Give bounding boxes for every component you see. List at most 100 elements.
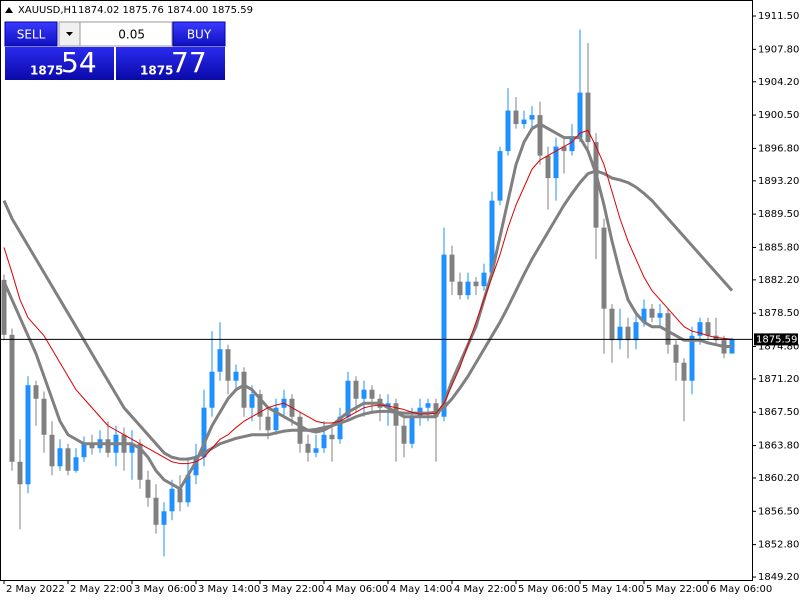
candle-body xyxy=(353,380,359,399)
chart-title: XAUUSD,H1 xyxy=(18,5,77,16)
y-tick-label: 1874.80 xyxy=(758,342,799,353)
candle-body xyxy=(433,403,439,417)
candle-body xyxy=(673,344,679,363)
candle-body xyxy=(697,322,703,336)
candle-body xyxy=(233,371,239,381)
y-tick-label: 1849.20 xyxy=(758,572,799,583)
sell-label[interactable]: SELL xyxy=(17,28,46,42)
candle-body xyxy=(49,434,55,467)
candle-body xyxy=(617,326,623,341)
y-tick-label: 1896.80 xyxy=(758,143,799,154)
candle-body xyxy=(137,443,143,480)
y-tick-label: 1856.50 xyxy=(758,506,799,517)
y-tick-label: 1852.80 xyxy=(758,540,799,551)
candle-body xyxy=(201,407,207,458)
candle-body xyxy=(345,380,351,417)
candle-body xyxy=(625,326,631,341)
candle-body xyxy=(705,322,711,336)
candle-body xyxy=(9,334,15,462)
candle-body xyxy=(665,313,671,345)
candle-body xyxy=(593,142,599,228)
candle-body xyxy=(41,398,47,435)
bid-big[interactable]: 1875 xyxy=(30,64,63,78)
candle-body xyxy=(641,308,647,323)
candle-body xyxy=(265,416,271,431)
candle-body xyxy=(273,407,279,431)
candle-body xyxy=(225,349,231,381)
buy-label[interactable]: BUY xyxy=(187,28,212,42)
ohlc-readout: 1874.02 1875.76 1874.00 1875.59 xyxy=(78,5,253,16)
candle-body xyxy=(633,322,639,341)
y-tick-label: 1867.50 xyxy=(758,407,799,418)
candle-body xyxy=(209,371,215,408)
volume-input[interactable] xyxy=(79,21,173,47)
candle-body xyxy=(65,448,71,471)
candle-body xyxy=(473,281,479,287)
candle-body xyxy=(329,434,335,440)
candle-body xyxy=(537,115,543,156)
ask-small[interactable]: 77 xyxy=(171,46,207,79)
bid-small[interactable]: 54 xyxy=(61,46,97,79)
candle-body xyxy=(449,254,455,282)
volume-value[interactable]: 0.05 xyxy=(118,28,145,42)
candle-body xyxy=(305,443,311,453)
candle-body xyxy=(425,403,431,408)
candle-body xyxy=(681,362,687,381)
y-tick-label: 1860.20 xyxy=(758,473,799,484)
candle-body xyxy=(489,200,495,273)
plot-area xyxy=(1,29,735,557)
x-tick-label: 3 May 06:00 xyxy=(134,584,196,595)
x-tick-label: 5 May 14:00 xyxy=(582,584,644,595)
candle-body xyxy=(465,281,471,296)
candle-body xyxy=(25,385,31,485)
x-tick-label: 2 May 22:00 xyxy=(70,584,132,595)
x-tick-label: 6 May 06:00 xyxy=(710,584,772,595)
plot-frame xyxy=(0,0,753,581)
y-tick-label: 1878.50 xyxy=(758,308,799,319)
candle-body xyxy=(161,511,167,525)
candle-body xyxy=(585,92,591,143)
y-tick-label: 1893.20 xyxy=(758,176,799,187)
y-tick-label: 1889.50 xyxy=(758,209,799,220)
price-label: 1875.59 xyxy=(756,334,797,345)
candle-body xyxy=(217,349,223,372)
sell-button[interactable] xyxy=(4,21,58,47)
y-tick-label: 1904.20 xyxy=(758,77,799,88)
x-tick-label: 4 May 06:00 xyxy=(326,584,388,595)
candle-body xyxy=(81,443,87,458)
candle-body xyxy=(569,137,575,152)
candle-body xyxy=(177,488,183,503)
candle-body xyxy=(497,151,503,201)
x-tick-label: 5 May 06:00 xyxy=(518,584,580,595)
price-label-box xyxy=(754,333,798,346)
candle-body xyxy=(553,146,559,179)
candle-body xyxy=(505,110,511,152)
candle-body xyxy=(105,439,111,453)
candle-body xyxy=(17,461,23,485)
candle-body xyxy=(33,385,39,399)
candle-body xyxy=(369,389,375,399)
candle-body xyxy=(257,394,263,417)
bid-quote[interactable] xyxy=(5,47,114,80)
ask-big[interactable]: 1875 xyxy=(140,64,173,78)
candle-body xyxy=(241,371,247,408)
y-tick-label: 1882.20 xyxy=(758,275,799,286)
candle-body xyxy=(521,119,527,125)
y-tick-label: 1863.80 xyxy=(758,441,799,452)
trade-panel: SELL 0.05 BUY 1875 54 1875 77 xyxy=(4,21,226,80)
x-tick-label: 5 May 22:00 xyxy=(646,584,708,595)
candle-body xyxy=(57,448,63,467)
candle-body xyxy=(361,389,367,399)
ask-quote[interactable] xyxy=(116,47,225,80)
candle-body xyxy=(545,155,551,179)
x-tick-label: 2 May 2022 xyxy=(6,584,65,595)
buy-button[interactable] xyxy=(172,21,226,47)
candle-body xyxy=(609,308,615,341)
candle-body xyxy=(577,92,583,138)
candle-body xyxy=(529,115,535,120)
moving-average xyxy=(2,169,734,461)
candle-body xyxy=(481,272,487,287)
candle-body xyxy=(689,335,695,381)
candle-body xyxy=(193,457,199,476)
